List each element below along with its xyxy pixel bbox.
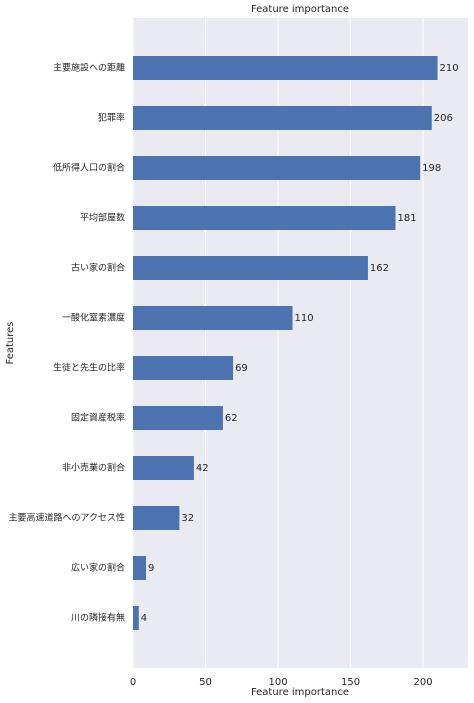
y-tick-label: 主要施設への距離 bbox=[53, 62, 125, 74]
bar bbox=[133, 306, 293, 330]
bar bbox=[133, 456, 194, 480]
value-label: 69 bbox=[235, 363, 248, 374]
bar bbox=[133, 606, 139, 630]
value-label: 32 bbox=[181, 513, 194, 524]
y-tick-label: 非小売業の割合 bbox=[62, 462, 125, 474]
bar bbox=[133, 156, 421, 180]
x-tick-label: 50 bbox=[199, 677, 212, 688]
y-tick-label: 広い家の割合 bbox=[71, 562, 125, 574]
x-tick-label: 100 bbox=[268, 677, 287, 688]
bar bbox=[133, 356, 234, 380]
value-label: 42 bbox=[196, 463, 209, 474]
value-label: 62 bbox=[225, 413, 238, 424]
value-label: 206 bbox=[434, 113, 453, 124]
chart-title: Feature importance bbox=[251, 4, 349, 15]
bar bbox=[133, 256, 368, 280]
y-tick-label: 主要高速道路へのアクセス性 bbox=[8, 512, 125, 524]
y-axis-label: Features bbox=[5, 322, 16, 365]
y-tick-label: 犯罪率 bbox=[98, 112, 125, 124]
x-tick-label: 150 bbox=[341, 677, 360, 688]
value-label: 110 bbox=[295, 313, 314, 324]
y-tick-label: 固定資産税率 bbox=[71, 412, 125, 424]
x-tick-label: 0 bbox=[130, 677, 136, 688]
y-tick-label: 生徒と先生の比率 bbox=[53, 362, 125, 374]
x-axis-label: Feature importance bbox=[251, 687, 349, 698]
y-tick-label: 古い家の割合 bbox=[71, 262, 125, 274]
bar bbox=[133, 406, 223, 430]
value-label: 4 bbox=[141, 613, 147, 624]
bar bbox=[133, 56, 438, 80]
y-tick-label: 低所得人口の割合 bbox=[53, 162, 125, 174]
bar bbox=[133, 206, 396, 230]
bar bbox=[133, 556, 147, 580]
y-tick-label: 平均部屋数 bbox=[80, 212, 125, 224]
bar bbox=[133, 506, 180, 530]
x-tick-label: 200 bbox=[413, 677, 432, 688]
value-label: 198 bbox=[422, 163, 441, 174]
value-label: 181 bbox=[397, 213, 416, 224]
value-label: 210 bbox=[440, 63, 459, 74]
value-label: 9 bbox=[148, 563, 154, 574]
bar bbox=[133, 106, 432, 130]
y-tick-label: 川の隣接有無 bbox=[71, 612, 125, 624]
value-label: 162 bbox=[370, 263, 389, 274]
y-tick-label: 一酸化窒素濃度 bbox=[62, 312, 125, 324]
